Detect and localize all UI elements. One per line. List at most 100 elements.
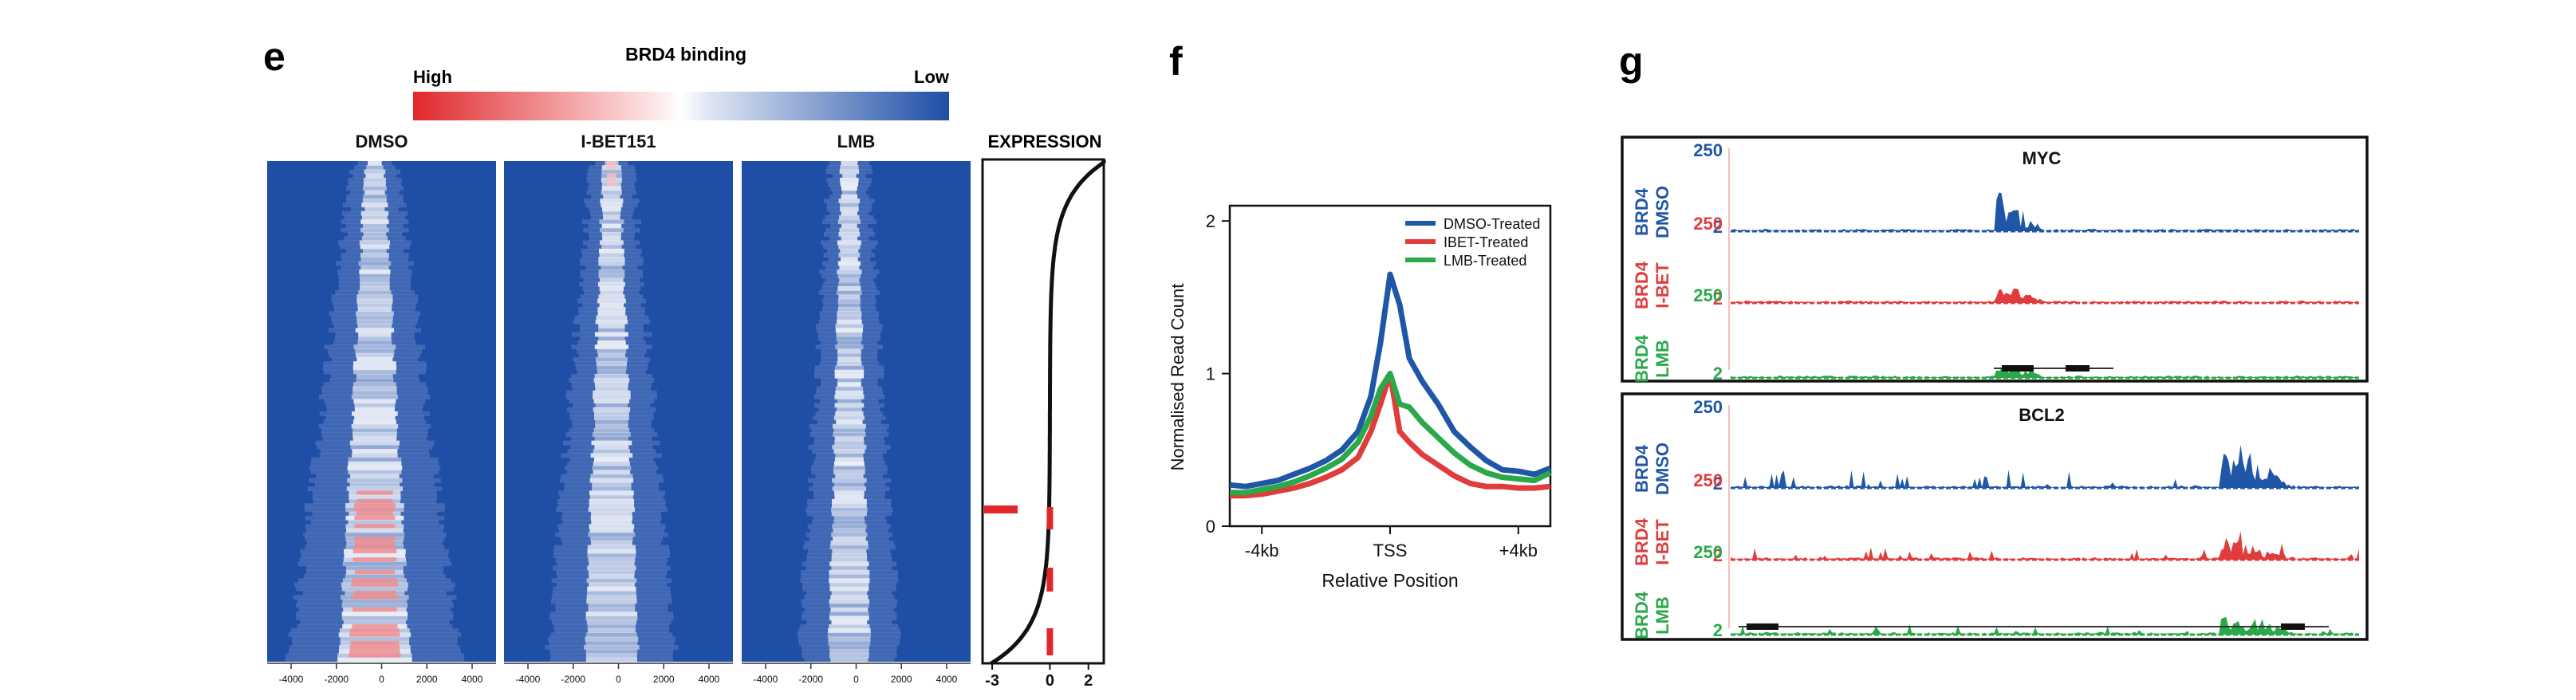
heatmap-signal xyxy=(349,482,400,487)
heatmap-signal xyxy=(601,244,622,250)
heatmap-signal xyxy=(594,344,629,350)
x-tick-label: 2000 xyxy=(653,674,675,685)
heatmap-signal xyxy=(831,553,868,558)
heatmap-signal xyxy=(588,582,635,588)
heatmap-signal xyxy=(587,586,636,592)
heatmap-signal xyxy=(598,248,624,254)
heatmap-signal xyxy=(585,657,637,663)
heatmap-halo xyxy=(585,265,638,270)
heatmap-halo xyxy=(565,466,659,470)
heatmap-signal xyxy=(360,281,390,287)
x-tick-label: -2000 xyxy=(561,674,585,685)
heatmap-signal xyxy=(360,277,390,283)
heatmap-halo xyxy=(317,444,433,450)
track-min: 2 xyxy=(1713,217,1723,237)
heatmap-high-signal xyxy=(352,623,398,629)
heatmap-signal xyxy=(595,419,628,425)
heatmap-signal xyxy=(341,615,408,621)
heatmap-signal xyxy=(839,277,860,283)
heatmap-signal xyxy=(839,215,860,220)
heatmap-signal xyxy=(589,478,634,483)
gene-name: MYC xyxy=(2023,148,2062,168)
heatmap-halo xyxy=(329,378,420,383)
heatmap-signal xyxy=(595,423,628,429)
heatmap-signal xyxy=(353,399,396,404)
heatmap-signal xyxy=(587,549,636,554)
heatmap-signal xyxy=(340,636,410,642)
heatmap-signal xyxy=(837,348,861,354)
heatmap-signal xyxy=(596,315,628,321)
heatmap-signal xyxy=(598,261,625,266)
heatmap-signal xyxy=(360,253,389,258)
heatmap-signal xyxy=(357,324,392,328)
heatmap-signal xyxy=(593,399,630,404)
heatmap-signal xyxy=(595,386,628,391)
heatmap-signal xyxy=(598,324,625,328)
heatmap-signal xyxy=(833,415,865,421)
heatmap-signal xyxy=(837,399,862,404)
heatmap-signal xyxy=(592,486,632,492)
heatmap-signal xyxy=(589,494,633,500)
heatmap-signal xyxy=(833,432,866,437)
heatmap-signal xyxy=(365,173,384,179)
heatmap-signal xyxy=(594,373,629,379)
heatmap-signal xyxy=(831,565,868,571)
heatmap-signal xyxy=(342,561,408,567)
heatmap-signal xyxy=(834,457,864,462)
heatmap-signal xyxy=(831,532,868,537)
heatmap-signal xyxy=(352,453,398,458)
heatmap-signal xyxy=(342,599,408,604)
heatmap-signal xyxy=(356,373,393,379)
heatmap-signal xyxy=(830,541,869,546)
heatmap-signal xyxy=(586,595,637,600)
heatmap-signal xyxy=(592,395,631,399)
heatmap-signal xyxy=(841,194,858,199)
heatmap-signal xyxy=(836,336,863,341)
heatmap-halo xyxy=(797,632,902,638)
heatmap-high-signal xyxy=(354,503,396,508)
heatmap-signal xyxy=(361,203,388,208)
heatmap-signal xyxy=(587,565,636,571)
heatmap-halo xyxy=(802,612,897,617)
heatmap-signal xyxy=(597,340,626,345)
heatmap-signal xyxy=(836,407,862,412)
heatmap-signal xyxy=(838,244,861,250)
heatmap-halo xyxy=(802,603,897,608)
heatmap-halo xyxy=(554,532,668,537)
track-signal xyxy=(1731,616,2359,635)
track-label: DMSO xyxy=(1652,442,1672,495)
heatmap-high-signal xyxy=(354,515,396,521)
x-tick-label: 4000 xyxy=(462,674,483,685)
heatmap-signal xyxy=(586,591,636,596)
heatmap-signal xyxy=(588,557,636,562)
heatmap-signal xyxy=(347,466,403,470)
heatmap-signal xyxy=(833,515,865,521)
heatmap-halo xyxy=(549,640,675,646)
heatmap-signal xyxy=(835,386,864,391)
heatmap-signal xyxy=(832,444,867,450)
heatmap-signal xyxy=(600,199,624,203)
heatmap-signal xyxy=(838,199,861,203)
heatmap-signal xyxy=(833,528,866,533)
heatmap-signal xyxy=(597,348,627,354)
heatmap-signal xyxy=(585,612,638,617)
heatmap-signal xyxy=(835,390,864,395)
heatmap-signal xyxy=(586,632,637,638)
heatmap-high-signal xyxy=(606,182,616,187)
heatmap-halo xyxy=(573,403,651,408)
heatmap-signal xyxy=(588,569,635,575)
heatmap-signal xyxy=(589,561,635,567)
x-tick-label: 0 xyxy=(379,674,384,685)
heatmap-signal xyxy=(597,281,625,287)
heatmap-signal xyxy=(593,411,629,416)
heatmap-signal xyxy=(588,607,636,612)
heatmap-signal xyxy=(341,586,408,592)
track-max: 250 xyxy=(1693,285,1723,305)
heatmap-signal xyxy=(839,227,860,233)
heatmap-signal xyxy=(348,457,402,462)
heatmap-signal xyxy=(837,311,862,317)
track-max: 250 xyxy=(1693,214,1723,234)
heatmap-signal xyxy=(593,415,629,421)
heatmap-signal xyxy=(591,541,632,546)
heatmap-signal xyxy=(593,449,630,454)
